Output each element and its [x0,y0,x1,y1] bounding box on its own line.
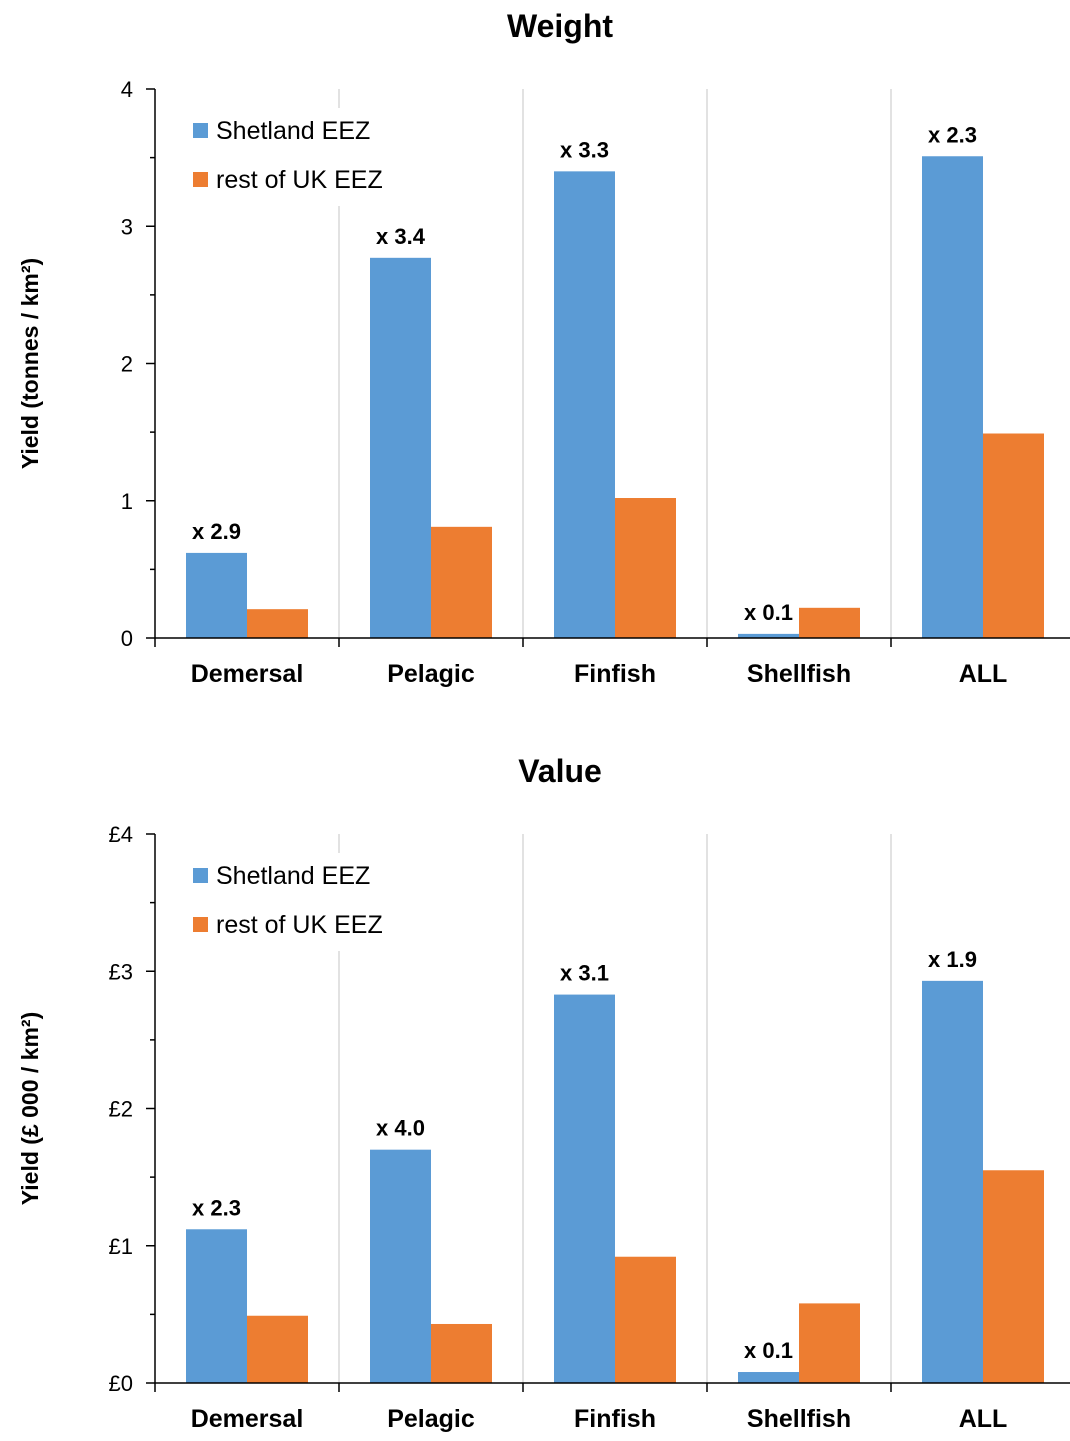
value-y-tick-label: £2 [109,1097,133,1122]
value-y-tick-label: £0 [109,1371,133,1396]
weight-ratio-label: x 0.1 [744,600,793,625]
weight-ratio-label: x 2.3 [928,122,977,147]
weight-chart: Weight x 2.9 x 3.4 x 3.3 x 0.1 x 2.3 0 1 2 3 4 Deme… [0,0,1070,720]
weight-y-axis-label: Yield (tonnes / km²) [17,258,43,469]
value-bar-shetland-demersal [186,1229,247,1383]
weight-bar-rest-of-uk-shellfish [799,607,860,638]
value-bar-shetland-pelagic [370,1149,431,1383]
value-legend-swatch-rest-of-uk [193,917,208,932]
value-category-label-pelagic: Pelagic [387,1405,475,1433]
value-bar-rest-of-uk-demersal [247,1315,308,1383]
value-y-tick-label: £1 [109,1234,133,1259]
value-ratio-label: x 4.0 [376,1116,425,1141]
value-chart-svg: Value x 2.3 x 4.0 x 3.1 x 0.1 x 1.9 £0 £1 £2 £3 £4… [17,753,1070,1433]
weight-ratio-label: x 3.4 [376,224,426,249]
weight-bar-rest-of-uk-finfish [615,498,676,638]
value-bar-shetland-all [922,980,983,1383]
weight-category-label-all: ALL [959,660,1008,688]
weight-y-tick-label: 0 [121,626,133,651]
weight-chart-title: Weight [507,8,613,44]
value-ratio-label: x 0.1 [744,1338,793,1363]
weight-y-tick-label: 3 [121,214,133,239]
weight-bar-shetland-pelagic [370,257,431,638]
weight-bar-rest-of-uk-demersal [247,609,308,638]
weight-bar-rest-of-uk-pelagic [431,526,492,638]
value-legend-label-shetland: Shetland EEZ [216,862,370,890]
value-legend-label-rest-of-uk: rest of UK EEZ [216,911,383,939]
value-category-label-all: ALL [959,1405,1008,1433]
weight-bar-shetland-finfish [554,171,615,638]
weight-category-label-pelagic: Pelagic [387,660,475,688]
value-category-label-shellfish: Shellfish [747,1405,851,1433]
value-category-label-demersal: Demersal [191,1405,304,1433]
value-bar-rest-of-uk-finfish [615,1256,676,1383]
value-bar-rest-of-uk-all [983,1170,1044,1383]
value-bar-shetland-finfish [554,994,615,1383]
value-y-tick-label: £3 [109,959,133,984]
weight-legend-label-shetland: Shetland EEZ [216,117,370,145]
weight-bar-shetland-shellfish [738,633,799,638]
weight-category-label-shellfish: Shellfish [747,660,851,688]
value-bar-rest-of-uk-pelagic [431,1323,492,1383]
weight-category-label-demersal: Demersal [191,660,304,688]
value-chart-title: Value [518,753,602,789]
value-chart: Value x 2.3 x 4.0 x 3.1 x 0.1 x 1.9 £0 £1 £2 £3 £4… [0,745,1070,1441]
weight-y-tick-label: 1 [121,489,133,514]
value-bar-rest-of-uk-shellfish [799,1303,860,1383]
weight-bar-shetland-all [922,156,983,638]
value-category-label-finfish: Finfish [574,1405,656,1433]
weight-bar-shetland-demersal [186,552,247,638]
value-bar-shetland-shellfish [738,1372,799,1383]
value-y-tick-label: £4 [109,822,133,847]
weight-ratio-label: x 3.3 [560,137,609,162]
weight-legend-box [185,108,415,206]
value-legend-box [185,853,415,951]
weight-bar-rest-of-uk-all [983,433,1044,638]
weight-chart-svg: Weight x 2.9 x 3.4 x 3.3 x 0.1 x 2.3 0 1 2 3 4 Deme… [17,8,1070,688]
value-y-axis-label: Yield (£ 000 / km²) [17,1012,43,1205]
weight-category-label-finfish: Finfish [574,660,656,688]
value-ratio-label: x 3.1 [560,961,609,986]
value-ratio-label: x 1.9 [928,947,977,972]
weight-legend-swatch-rest-of-uk [193,172,208,187]
weight-y-tick-label: 2 [121,352,133,377]
weight-legend-label-rest-of-uk: rest of UK EEZ [216,166,383,194]
weight-y-tick-label: 4 [121,77,133,102]
weight-ratio-label: x 2.9 [192,519,241,544]
value-legend-swatch-shetland [193,868,208,883]
weight-legend-swatch-shetland [193,123,208,138]
value-ratio-label: x 2.3 [192,1195,241,1220]
